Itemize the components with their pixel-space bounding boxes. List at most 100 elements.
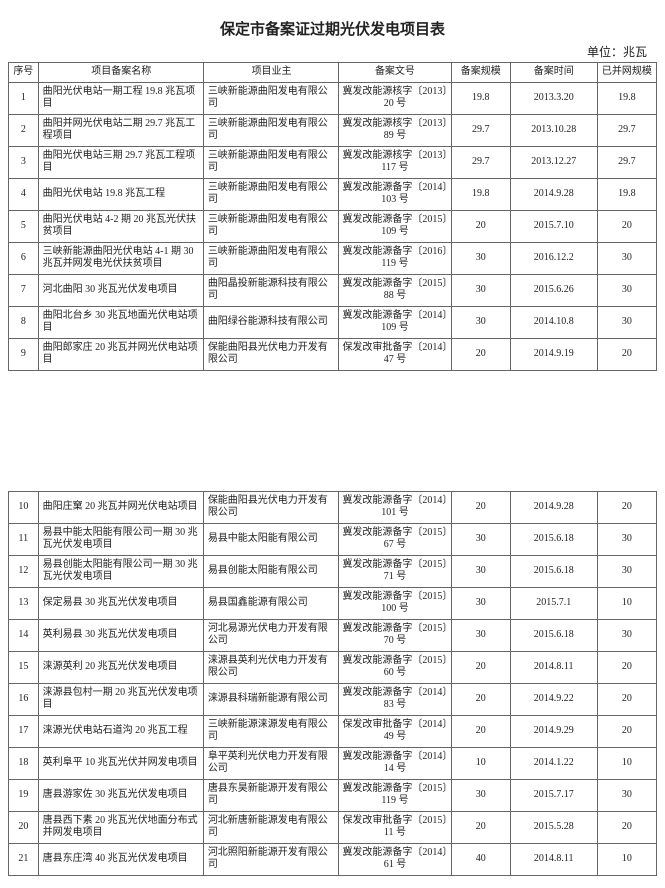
table-cell: 30 [451, 523, 510, 555]
table-cell: 10 [597, 843, 656, 875]
table-row: 20 唐县西下素 20 兆瓦光伏地面分布式并网发电项目河北新唐新能源发电有限公司保… [9, 811, 657, 843]
table-cell: 英利阜平 10 兆瓦光伏并网发电项目 [38, 747, 203, 779]
table-cell: 冀发改能源备字〔2016〕119 号 [339, 242, 451, 274]
table-cell: 三峡新能源曲阳发电有限公司 [203, 242, 339, 274]
table-cell: 易县创能太阳能有限公司 [203, 555, 339, 587]
table-cell: 保发改审批备字〔2015〕11 号 [339, 811, 451, 843]
table-cell: 保定易县 30 兆瓦光伏发电项目 [38, 587, 203, 619]
table-cell: 曲阳绿谷能源科技有限公司 [203, 306, 339, 338]
table-cell: 20 [451, 651, 510, 683]
table-cell: 21 [9, 843, 39, 875]
unit-label: 单位：兆瓦 [8, 43, 657, 60]
table-cell: 保能曲阳县光伏电力开发有限公司 [203, 491, 339, 523]
table-cell: 29.7 [451, 114, 510, 146]
table-cell: 20 [597, 338, 656, 370]
table-cell: 2014.9.19 [510, 338, 597, 370]
table-cell: 20 [597, 651, 656, 683]
table-cell: 14 [9, 619, 39, 651]
table-cell: 河北新唐新能源发电有限公司 [203, 811, 339, 843]
table-cell: 13 [9, 587, 39, 619]
table-row: 15涞源英利 20 兆瓦光伏发电项目涞源县英利光伏电力开发有限公司冀发改能源备字… [9, 651, 657, 683]
table-cell: 11 [9, 523, 39, 555]
table-row: 6三峡新能源曲阳光伏电站 4-1 期 30 兆瓦并网发电光伏扶贫项目三峡新能源曲… [9, 242, 657, 274]
table-cell: 涞源县包村一期 20 兆瓦光伏发电项目 [38, 683, 203, 715]
table-cell: 三峡新能源曲阳发电有限公司 [203, 178, 339, 210]
table-cell: 曲阳光伏电站 4-2 期 20 兆瓦光伏扶贫项目 [38, 210, 203, 242]
table-cell: 2013.10.28 [510, 114, 597, 146]
table-row: 13保定易县 30 兆瓦光伏发电项目易县国鑫能源有限公司冀发改能源备字〔2015… [9, 587, 657, 619]
table-cell: 冀发改能源备字〔2015〕88 号 [339, 274, 451, 306]
table-cell: 29.7 [597, 114, 656, 146]
table-cell: 10 [597, 587, 656, 619]
table-cell: 1 [9, 82, 39, 114]
table-cell: 涞源光伏电站石道沟 20 兆瓦工程 [38, 715, 203, 747]
table-cell: 20 [597, 811, 656, 843]
table-cell: 曲阳晶投新能源科技有限公司 [203, 274, 339, 306]
table-row: 2曲阳并网光伏电站二期 29.7 兆瓦工程项目三峡新能源曲阳发电有限公司冀发改能… [9, 114, 657, 146]
table-row: 9曲阳郎家庄 20 兆瓦并网光伏电站项目保能曲阳县光伏电力开发有限公司保发改审批… [9, 338, 657, 370]
table-cell: 冀发改能源备字〔2014〕83 号 [339, 683, 451, 715]
table-cell: 2015.6.18 [510, 523, 597, 555]
table-row: 7河北曲阳 30 兆瓦光伏发电项目曲阳晶投新能源科技有限公司冀发改能源备字〔20… [9, 274, 657, 306]
table-row: 21唐县东庄湾 40 兆瓦光伏发电项目河北照阳新能源开发有限公司冀发改能源备字〔… [9, 843, 657, 875]
table-cell: 2016.12.2 [510, 242, 597, 274]
table-cell: 易县中能太阳能有限公司一期 30 兆瓦光伏发电项目 [38, 523, 203, 555]
table-row: 8曲阳北台乡 30 兆瓦地面光伏电站项目曲阳绿谷能源科技有限公司冀发改能源备字〔… [9, 306, 657, 338]
table-cell: 30 [451, 555, 510, 587]
table-cell: 阜平英利光伏电力开发有限公司 [203, 747, 339, 779]
table-cell: 三峡新能源曲阳发电有限公司 [203, 82, 339, 114]
table-row: 16涞源县包村一期 20 兆瓦光伏发电项目涞源县科瑞新能源有限公司冀发改能源备字… [9, 683, 657, 715]
table-cell: 20 [451, 338, 510, 370]
table-cell: 19.8 [451, 82, 510, 114]
table-cell: 英利易县 30 兆瓦光伏发电项目 [38, 619, 203, 651]
table-cell: 冀发改能源备字〔2015〕109 号 [339, 210, 451, 242]
col-header: 序号 [9, 63, 39, 83]
table-cell: 20 [597, 683, 656, 715]
col-header: 备案规模 [451, 63, 510, 83]
table-cell: 三峡新能源曲阳发电有限公司 [203, 146, 339, 178]
table-cell: 15 [9, 651, 39, 683]
table-cell: 30 [597, 779, 656, 811]
table-cell: 冀发改能源核字〔2013〕117 号 [339, 146, 451, 178]
table-cell: 29.7 [597, 146, 656, 178]
table-cell: 2014.8.11 [510, 843, 597, 875]
table-cell: 2 [9, 114, 39, 146]
page-gap [8, 371, 657, 491]
table-cell: 29.7 [451, 146, 510, 178]
table-cell: 20 [451, 715, 510, 747]
table-cell: 20 [451, 811, 510, 843]
table-cell: 曲阳北台乡 30 兆瓦地面光伏电站项目 [38, 306, 203, 338]
table-cell: 冀发改能源备字〔2015〕67 号 [339, 523, 451, 555]
table-cell: 19 [9, 779, 39, 811]
table-cell: 2013.3.20 [510, 82, 597, 114]
table-cell: 唐县东庄湾 40 兆瓦光伏发电项目 [38, 843, 203, 875]
table-cell: 5 [9, 210, 39, 242]
table-cell: 17 [9, 715, 39, 747]
table-cell: 2014.9.28 [510, 491, 597, 523]
col-header: 项目业主 [203, 63, 339, 83]
table-cell: 冀发改能源备字〔2014〕103 号 [339, 178, 451, 210]
page-title: 保定市备案证过期光伏发电项目表 [8, 18, 657, 39]
table-cell: 曲阳光伏电站三期 29.7 兆瓦工程项目 [38, 146, 203, 178]
table-cell: 2014.1.22 [510, 747, 597, 779]
table-cell: 20 [597, 715, 656, 747]
table-row: 5曲阳光伏电站 4-2 期 20 兆瓦光伏扶贫项目三峡新能源曲阳发电有限公司冀发… [9, 210, 657, 242]
table-cell: 唐县游家佐 30 兆瓦光伏发电项目 [38, 779, 203, 811]
table-cell: 30 [451, 779, 510, 811]
table-cell: 4 [9, 178, 39, 210]
table-cell: 曲阳光伏电站 19.8 兆瓦工程 [38, 178, 203, 210]
table-cell: 冀发改能源备字〔2014〕61 号 [339, 843, 451, 875]
table-cell: 30 [597, 306, 656, 338]
col-header: 项目备案名称 [38, 63, 203, 83]
table-row: 18英利阜平 10 兆瓦光伏并网发电项目阜平英利光伏电力开发有限公司冀发改能源备… [9, 747, 657, 779]
table-cell: 20 [597, 210, 656, 242]
table-cell: 3 [9, 146, 39, 178]
table-cell: 30 [597, 523, 656, 555]
table-cell: 40 [451, 843, 510, 875]
table-cell: 唐县西下素 20 兆瓦光伏地面分布式并网发电项目 [38, 811, 203, 843]
table-cell: 三峡新能源曲阳光伏电站 4-1 期 30 兆瓦并网发电光伏扶贫项目 [38, 242, 203, 274]
table-cell: 三峡新能源曲阳发电有限公司 [203, 114, 339, 146]
table-cell: 三峡新能源曲阳发电有限公司 [203, 210, 339, 242]
table-cell: 19.8 [597, 178, 656, 210]
col-header: 备案时间 [510, 63, 597, 83]
